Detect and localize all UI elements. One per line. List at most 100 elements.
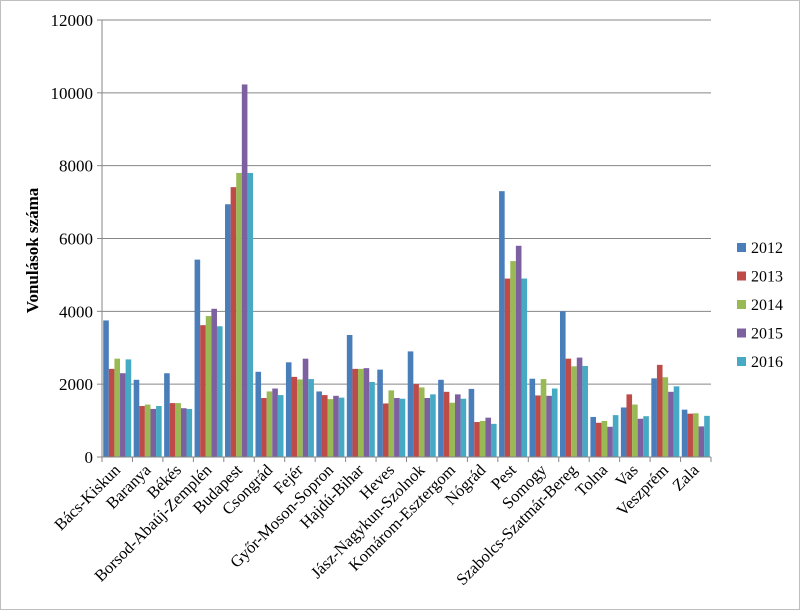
bar bbox=[333, 395, 339, 457]
bar bbox=[632, 404, 638, 457]
bar bbox=[200, 325, 206, 457]
bar bbox=[698, 426, 705, 457]
bar bbox=[346, 335, 353, 457]
bar bbox=[499, 191, 505, 458]
bar bbox=[668, 391, 674, 457]
bar bbox=[681, 409, 688, 457]
bar bbox=[358, 368, 364, 457]
bar bbox=[607, 426, 613, 457]
bar bbox=[156, 406, 162, 457]
bar bbox=[662, 377, 669, 457]
bar bbox=[504, 278, 511, 457]
y-axis-title: Vonulások száma bbox=[23, 187, 42, 313]
bar bbox=[551, 388, 558, 457]
bar bbox=[612, 415, 619, 457]
bar bbox=[205, 316, 212, 457]
bar bbox=[656, 364, 663, 457]
bar bbox=[316, 391, 322, 457]
bar bbox=[413, 384, 419, 457]
bar bbox=[338, 397, 345, 457]
bar bbox=[571, 366, 577, 457]
bar bbox=[596, 422, 602, 457]
bar bbox=[382, 403, 389, 457]
bar bbox=[394, 398, 400, 457]
category-label: Tolna bbox=[571, 460, 611, 500]
bar bbox=[515, 245, 522, 457]
bar bbox=[704, 415, 710, 457]
bar bbox=[535, 395, 541, 457]
bar bbox=[175, 403, 181, 457]
bar bbox=[247, 172, 254, 457]
bar bbox=[443, 391, 450, 457]
bar bbox=[418, 387, 425, 457]
bar bbox=[139, 406, 145, 457]
bar bbox=[144, 404, 151, 457]
x-axis-ticks bbox=[101, 457, 712, 462]
bar bbox=[225, 204, 231, 457]
bar bbox=[576, 357, 583, 457]
bar bbox=[352, 368, 359, 457]
category-labels: Bács-KiskunBaranyaBékésBorsod-Abaúj-Zemp… bbox=[50, 460, 703, 589]
bar bbox=[180, 408, 187, 457]
bar bbox=[236, 172, 242, 457]
bar bbox=[297, 379, 303, 457]
legend-swatch bbox=[737, 243, 746, 252]
bar bbox=[601, 420, 608, 457]
bar bbox=[120, 373, 126, 457]
bar bbox=[216, 326, 223, 457]
bar bbox=[620, 407, 627, 457]
bar bbox=[424, 398, 431, 457]
legend-label: 2014 bbox=[751, 297, 783, 314]
bar bbox=[321, 395, 328, 457]
bar bbox=[266, 391, 273, 457]
bar bbox=[521, 278, 528, 457]
bar bbox=[277, 395, 284, 457]
bar bbox=[449, 402, 455, 457]
bar bbox=[687, 413, 693, 457]
gridlines bbox=[102, 19, 711, 385]
y-tick-label: 10000 bbox=[51, 84, 94, 103]
legend-swatch bbox=[737, 271, 746, 281]
bar bbox=[108, 368, 115, 457]
bar bbox=[194, 259, 201, 457]
bar bbox=[186, 408, 193, 457]
bar bbox=[291, 376, 298, 457]
bar bbox=[285, 362, 292, 457]
bar bbox=[363, 368, 370, 457]
bar bbox=[637, 418, 644, 457]
bar bbox=[230, 187, 237, 457]
bar bbox=[673, 386, 680, 457]
category-label: Zala bbox=[668, 460, 703, 495]
bar bbox=[308, 379, 314, 457]
legend-swatch bbox=[737, 357, 746, 366]
bar bbox=[369, 381, 375, 457]
bar bbox=[565, 358, 572, 457]
bar bbox=[133, 379, 140, 457]
bar bbox=[590, 416, 597, 457]
y-tick-label: 4000 bbox=[59, 302, 93, 321]
bar bbox=[460, 398, 467, 457]
bar bbox=[559, 311, 566, 457]
bar bbox=[164, 373, 170, 457]
bar bbox=[241, 84, 248, 458]
bar bbox=[582, 365, 588, 457]
bar bbox=[261, 398, 267, 457]
bar bbox=[399, 398, 406, 457]
bar bbox=[169, 403, 176, 457]
bar bbox=[692, 413, 699, 457]
y-tick-label: 2000 bbox=[59, 375, 93, 394]
bar bbox=[546, 395, 552, 457]
y-tick-label: 12000 bbox=[51, 11, 94, 30]
bars bbox=[103, 84, 710, 458]
bar bbox=[114, 358, 121, 457]
bar bbox=[327, 399, 334, 457]
bar bbox=[479, 420, 486, 457]
bar bbox=[651, 378, 657, 457]
bar bbox=[272, 388, 278, 457]
bar bbox=[454, 394, 461, 457]
bar bbox=[491, 423, 497, 457]
bar bbox=[626, 394, 633, 457]
y-tick-label: 6000 bbox=[59, 230, 93, 249]
legend: 2012 2013 2014 2015 2016 bbox=[737, 240, 783, 371]
